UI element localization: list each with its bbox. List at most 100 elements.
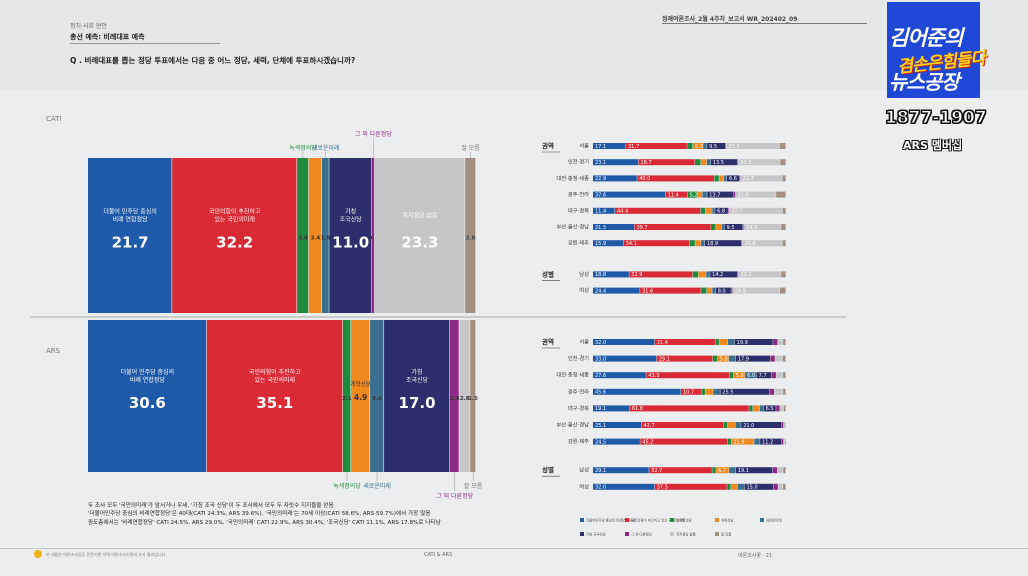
row-segment-minjoo xyxy=(593,339,655,345)
row-segment-dk xyxy=(783,467,786,474)
row-segment-reform xyxy=(706,287,712,294)
row-segment-ppp xyxy=(646,372,730,379)
row-segment-other xyxy=(771,372,776,379)
row-segment-dk xyxy=(783,388,786,395)
row-value: 21.5 xyxy=(595,225,606,231)
logo-line3: 뉴스공장 xyxy=(889,70,960,94)
row-segment-green xyxy=(727,483,731,490)
row-value: 42.7 xyxy=(643,423,654,429)
row-segment-cho xyxy=(707,191,734,198)
callout-label: 잘 모름 xyxy=(461,144,480,152)
row-segment-minjoo xyxy=(593,207,615,214)
row-segment-green xyxy=(711,224,716,230)
row-value: 5.2 xyxy=(690,192,698,198)
segment-label: 조국신당 xyxy=(340,216,363,224)
bar-segment-undecided xyxy=(459,320,470,472)
report-underline xyxy=(662,23,867,24)
group-label: 권역 xyxy=(542,337,554,346)
group-label: 성별 xyxy=(542,269,554,278)
row-value: 6.7 xyxy=(718,468,726,474)
bar-segment-cho xyxy=(329,158,372,313)
row-value: 15.0 xyxy=(747,485,758,491)
bar-segment-cho xyxy=(384,320,450,472)
segment-value: 35.1 xyxy=(256,394,293,412)
row-segment-minjoo xyxy=(593,191,666,198)
legend-swatch xyxy=(715,532,719,536)
row-label: 남성 xyxy=(579,270,589,278)
segment-value: 30.6 xyxy=(129,394,166,412)
row-segment-reform xyxy=(705,388,713,395)
row-segment-newfuture xyxy=(721,224,725,230)
row-segment-ppp xyxy=(629,405,749,412)
bar-segment-dk xyxy=(470,320,476,472)
segment-label: 국민의힘이 추진하고 xyxy=(209,208,261,216)
row-label: 부산·울산·경남 xyxy=(556,421,589,429)
row-segment-ppp xyxy=(654,483,727,490)
row-segment-cho xyxy=(734,339,773,345)
header-band xyxy=(0,0,1028,90)
segment-label: 개혁신당 xyxy=(350,380,370,388)
row-segment-undecided xyxy=(743,224,781,230)
segment-value: 11.0 xyxy=(332,234,369,252)
callout-label: 새로운미래 xyxy=(312,144,340,152)
row-segment-reform xyxy=(727,422,736,428)
row-value: 13.7 xyxy=(709,192,720,198)
row-value: 27.6 xyxy=(595,373,606,379)
row-segment-green xyxy=(727,438,731,445)
segment-value: 1.9 xyxy=(321,236,331,242)
row-segment-reform xyxy=(752,405,760,412)
row-segment-cho xyxy=(704,240,742,247)
row-segment-undecided xyxy=(732,287,780,294)
row-segment-green xyxy=(723,422,728,428)
footer-method: CATI & ARS xyxy=(424,552,453,558)
row-value: 21.7 xyxy=(743,176,754,182)
row-segment-other xyxy=(772,467,778,474)
row-segment-cho xyxy=(726,175,740,182)
row-value: 45.6 xyxy=(595,390,606,396)
row-value: 24.5 xyxy=(735,288,746,294)
row-segment-dk xyxy=(782,175,786,182)
row-segment-cho xyxy=(707,143,725,149)
row-segment-cho xyxy=(741,422,782,428)
row-segment-reform xyxy=(719,175,724,182)
row-value: 14.2 xyxy=(712,272,723,278)
row-value: 25.5 xyxy=(722,390,733,396)
row-value: 29.1 xyxy=(659,356,670,362)
callout-label: 잘 모름 xyxy=(464,482,483,490)
row-value: 9.5 xyxy=(709,144,717,150)
row-segment-ppp xyxy=(654,339,715,345)
row-segment-minjoo xyxy=(593,483,655,490)
row-value: 11.9 xyxy=(733,439,744,445)
row-segment-reform xyxy=(733,372,745,379)
callout-label: 녹색정의당 xyxy=(333,482,361,490)
row-segment-cho xyxy=(763,405,776,412)
channel-logo: 김어준의 겸손은힘들다 뉴스공장 1877-1907 ARS 멤버십 xyxy=(877,0,989,166)
row-segment-dk xyxy=(783,339,786,345)
bar-segment-undecided xyxy=(374,158,465,313)
row-segment-reform xyxy=(717,355,729,362)
row-value: 21.0 xyxy=(738,192,749,198)
segment-value: 3.0 xyxy=(298,236,308,242)
row-segment-reform xyxy=(692,143,703,149)
row-segment-other xyxy=(728,207,729,214)
row-segment-green xyxy=(687,191,698,198)
segment-label: 가칭 xyxy=(345,208,356,216)
row-value: 20.8 xyxy=(744,241,755,247)
row-segment-green xyxy=(712,467,716,474)
legend-swatch xyxy=(760,518,764,522)
row-label: 대전·충청·세종 xyxy=(556,371,589,379)
row-label: 여성 xyxy=(579,482,589,490)
segment-value: 3.6 xyxy=(372,396,382,402)
row-segment-cho xyxy=(744,483,774,490)
bar-segment-ppp xyxy=(172,158,297,313)
group-label: 성별 xyxy=(542,465,554,474)
row-segment-ppp xyxy=(649,467,712,474)
segment-label: 있는 국민의미래 xyxy=(214,216,255,224)
row-segment-other xyxy=(741,240,742,247)
row-segment-undecided xyxy=(777,467,783,474)
row-label: 부산·울산·경남 xyxy=(556,223,589,231)
row-segment-dk xyxy=(782,240,786,247)
row-segment-ppp xyxy=(615,207,701,214)
footer-note: 본 내용은 여론조사업무 전문기관 지역 여론조사기관의 조사 결과입니다. xyxy=(46,552,167,557)
bar-segment-minjoo xyxy=(88,158,172,313)
